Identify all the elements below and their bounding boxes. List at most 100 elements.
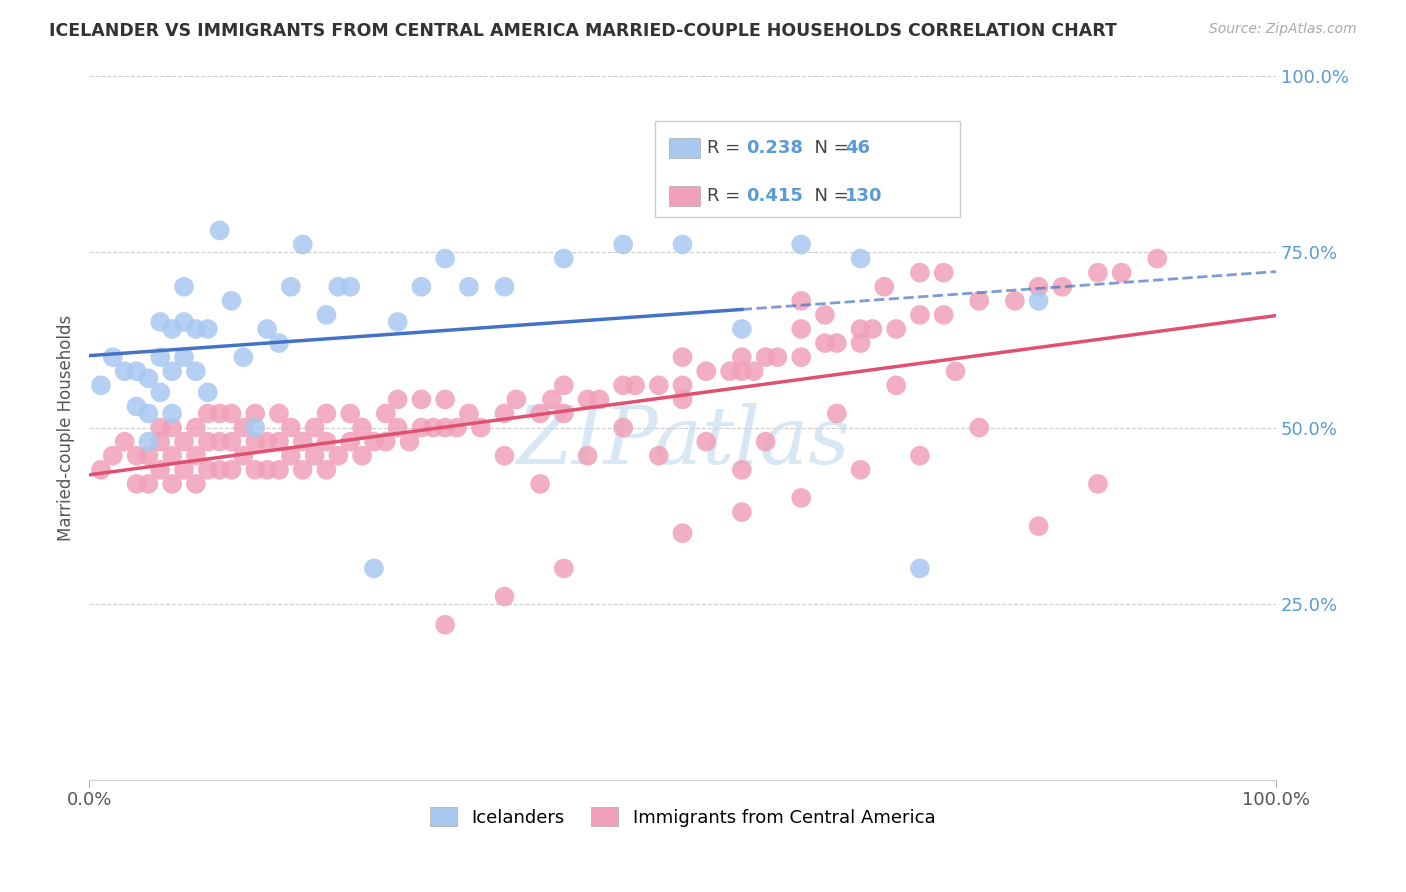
Point <box>184 420 207 434</box>
Point <box>790 491 813 505</box>
Point <box>387 315 409 329</box>
Point <box>90 463 112 477</box>
Point <box>576 392 599 407</box>
Point <box>849 336 872 351</box>
Text: ICELANDER VS IMMIGRANTS FROM CENTRAL AMERICA MARRIED-COUPLE HOUSEHOLDS CORRELATI: ICELANDER VS IMMIGRANTS FROM CENTRAL AME… <box>49 22 1118 40</box>
Point <box>718 364 741 378</box>
Point <box>125 476 148 491</box>
Point <box>160 476 183 491</box>
Point <box>755 434 778 449</box>
Point <box>149 315 172 329</box>
Point <box>908 561 931 575</box>
Text: 0.238: 0.238 <box>747 138 804 157</box>
Text: 46: 46 <box>845 138 870 157</box>
Point <box>908 266 931 280</box>
Point <box>553 378 575 392</box>
Point <box>256 322 278 336</box>
Point <box>470 420 492 434</box>
Point <box>695 434 717 449</box>
Point <box>434 420 457 434</box>
Point <box>755 350 778 364</box>
Point <box>612 420 634 434</box>
Point <box>221 434 243 449</box>
Point <box>671 526 693 541</box>
Point <box>766 350 789 364</box>
Point <box>398 434 420 449</box>
Point <box>149 434 172 449</box>
Point <box>411 420 433 434</box>
Point <box>138 434 160 449</box>
Point <box>967 293 990 308</box>
Text: 0.415: 0.415 <box>747 186 803 205</box>
Point <box>731 505 754 519</box>
Point <box>339 279 361 293</box>
Point <box>553 561 575 575</box>
Point <box>208 434 231 449</box>
Point <box>125 400 148 414</box>
Point <box>280 279 302 293</box>
Point <box>731 350 754 364</box>
Point <box>671 378 693 392</box>
Point <box>825 407 848 421</box>
Legend: Icelanders, Immigrants from Central America: Icelanders, Immigrants from Central Amer… <box>422 800 943 834</box>
Point <box>304 420 326 434</box>
Point <box>149 463 172 477</box>
Point <box>173 279 195 293</box>
Point <box>1028 279 1050 293</box>
Point <box>221 293 243 308</box>
Point <box>860 322 883 336</box>
Point <box>945 364 967 378</box>
Point <box>208 223 231 237</box>
Text: R =: R = <box>707 186 747 205</box>
Point <box>232 350 254 364</box>
Point <box>173 350 195 364</box>
Y-axis label: Married-couple Households: Married-couple Households <box>58 315 75 541</box>
Point <box>160 364 183 378</box>
Point <box>184 364 207 378</box>
Point <box>849 322 872 336</box>
Point <box>339 434 361 449</box>
Point <box>352 449 374 463</box>
Point <box>125 364 148 378</box>
Point <box>328 279 350 293</box>
Point <box>541 392 564 407</box>
Point <box>553 252 575 266</box>
Point <box>446 420 468 434</box>
Point <box>149 385 172 400</box>
Point <box>1087 266 1109 280</box>
Text: N =: N = <box>803 138 855 157</box>
Point <box>184 322 207 336</box>
Point <box>160 407 183 421</box>
Point <box>114 364 136 378</box>
Point <box>315 407 337 421</box>
Point <box>256 463 278 477</box>
Point <box>695 364 717 378</box>
Point <box>101 449 124 463</box>
Point <box>197 434 219 449</box>
Point <box>494 279 516 293</box>
Point <box>849 463 872 477</box>
Point <box>576 449 599 463</box>
Point <box>315 434 337 449</box>
Point <box>434 392 457 407</box>
Point <box>173 463 195 477</box>
Point <box>1087 476 1109 491</box>
Point <box>114 434 136 449</box>
Point <box>221 407 243 421</box>
Point <box>387 392 409 407</box>
Point <box>494 407 516 421</box>
Point <box>90 378 112 392</box>
Point <box>232 449 254 463</box>
Point <box>505 392 527 407</box>
Point <box>731 322 754 336</box>
Point <box>280 449 302 463</box>
Point <box>411 279 433 293</box>
Point <box>457 279 479 293</box>
Point <box>411 392 433 407</box>
Point <box>932 266 955 280</box>
Point <box>291 434 314 449</box>
Point <box>267 434 290 449</box>
Point <box>197 407 219 421</box>
Text: N =: N = <box>803 186 855 205</box>
Point <box>291 463 314 477</box>
